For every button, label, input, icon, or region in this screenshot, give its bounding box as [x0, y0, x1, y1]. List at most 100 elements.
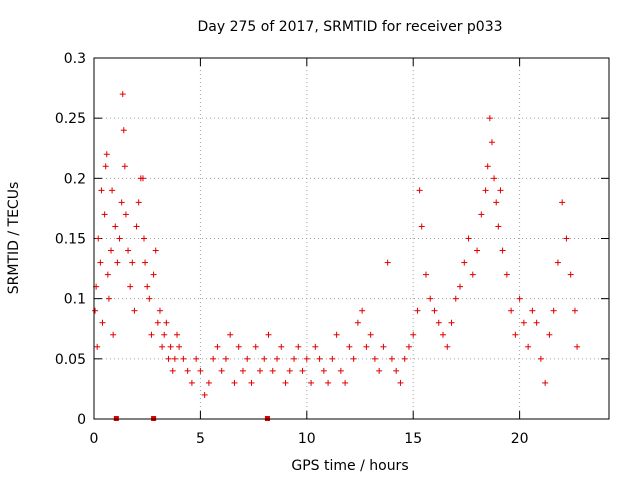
x-tick-label: 5: [196, 431, 205, 447]
data-point: [488, 139, 495, 146]
data-point: [416, 187, 423, 194]
data-point: [193, 355, 200, 362]
data-point: [201, 391, 208, 398]
data-point: [235, 343, 242, 350]
data-point: [452, 295, 459, 302]
data-point: [133, 223, 140, 230]
data-point: [444, 343, 451, 350]
data-point: [393, 367, 400, 374]
data-point: [282, 379, 289, 386]
data-point: [418, 223, 425, 230]
data-point: [101, 211, 108, 218]
data-point: [118, 199, 125, 206]
axis-ticks: 0 0.05 0.1 0.15 0.2 0.25 0.3 0 5 10 15 20: [55, 51, 609, 447]
data-point: [574, 343, 581, 350]
data-point: [152, 247, 159, 254]
data-point: [350, 355, 357, 362]
data-point: [222, 355, 229, 362]
data-point: [484, 163, 491, 170]
data-point: [537, 355, 544, 362]
data-point: [376, 367, 383, 374]
data-point: [457, 283, 464, 290]
data-point: [299, 367, 306, 374]
data-point: [440, 331, 447, 338]
grid: [94, 58, 609, 419]
data-point: [214, 343, 221, 350]
data-point: [478, 211, 485, 218]
data-point: [97, 259, 104, 266]
data-point: [184, 367, 191, 374]
data-point: [342, 379, 349, 386]
data-point: [414, 307, 421, 314]
data-point: [114, 259, 121, 266]
x-axis-label: GPS time / hours: [291, 458, 408, 474]
plot-frame: [93, 57, 610, 420]
data-point: [499, 247, 506, 254]
data-point: [150, 271, 157, 278]
y-tick-label: 0: [77, 412, 86, 428]
data-point: [218, 367, 225, 374]
data-point: [427, 295, 434, 302]
data-point: [125, 247, 132, 254]
data-point: [176, 343, 183, 350]
data-point: [159, 343, 166, 350]
y-tick-label: 0.3: [64, 51, 86, 67]
data-point: [121, 163, 128, 170]
data-point: [384, 259, 391, 266]
data-point: [167, 343, 174, 350]
data-point: [410, 331, 417, 338]
data-point: [563, 235, 570, 242]
data-point: [146, 295, 153, 302]
y-tick-label: 0.25: [55, 111, 86, 127]
data-point: [244, 355, 251, 362]
data-point: [131, 307, 138, 314]
data-point: [205, 379, 212, 386]
data-point: [104, 271, 111, 278]
data-point: [103, 151, 110, 158]
data-point: [274, 355, 281, 362]
data-point: [210, 355, 217, 362]
data-point: [148, 331, 155, 338]
data-point: [169, 367, 176, 374]
data-point: [525, 343, 532, 350]
data-point: [559, 199, 566, 206]
data-points: [92, 91, 581, 398]
data-point: [516, 295, 523, 302]
data-point: [144, 283, 151, 290]
data-point: [401, 355, 408, 362]
data-point: [112, 223, 119, 230]
data-point: [435, 319, 442, 326]
data-point: [95, 235, 102, 242]
data-point: [520, 319, 527, 326]
data-point: [265, 331, 272, 338]
data-point: [156, 307, 163, 314]
data-point: [135, 199, 142, 206]
data-point: [129, 259, 136, 266]
data-point: [542, 379, 549, 386]
data-point: [346, 343, 353, 350]
data-point: [431, 307, 438, 314]
data-point: [139, 175, 146, 182]
data-point: [367, 331, 374, 338]
data-point: [102, 163, 109, 170]
data-point: [546, 331, 553, 338]
data-point: [269, 367, 276, 374]
data-point: [141, 235, 148, 242]
data-point: [363, 343, 370, 350]
data-point: [491, 175, 498, 182]
data-point: [105, 295, 112, 302]
data-point: [110, 331, 117, 338]
data-point: [291, 355, 298, 362]
data-point: [461, 259, 468, 266]
data-point: [503, 271, 510, 278]
data-point: [448, 319, 455, 326]
data-point: [188, 379, 195, 386]
data-point: [380, 343, 387, 350]
data-point: [197, 367, 204, 374]
y-tick-label: 0.1: [64, 292, 86, 308]
data-point: [469, 271, 476, 278]
data-point: [495, 223, 502, 230]
y-axis-label: SRMTID / TECUs: [6, 182, 22, 295]
x-tick-label: 10: [298, 431, 316, 447]
